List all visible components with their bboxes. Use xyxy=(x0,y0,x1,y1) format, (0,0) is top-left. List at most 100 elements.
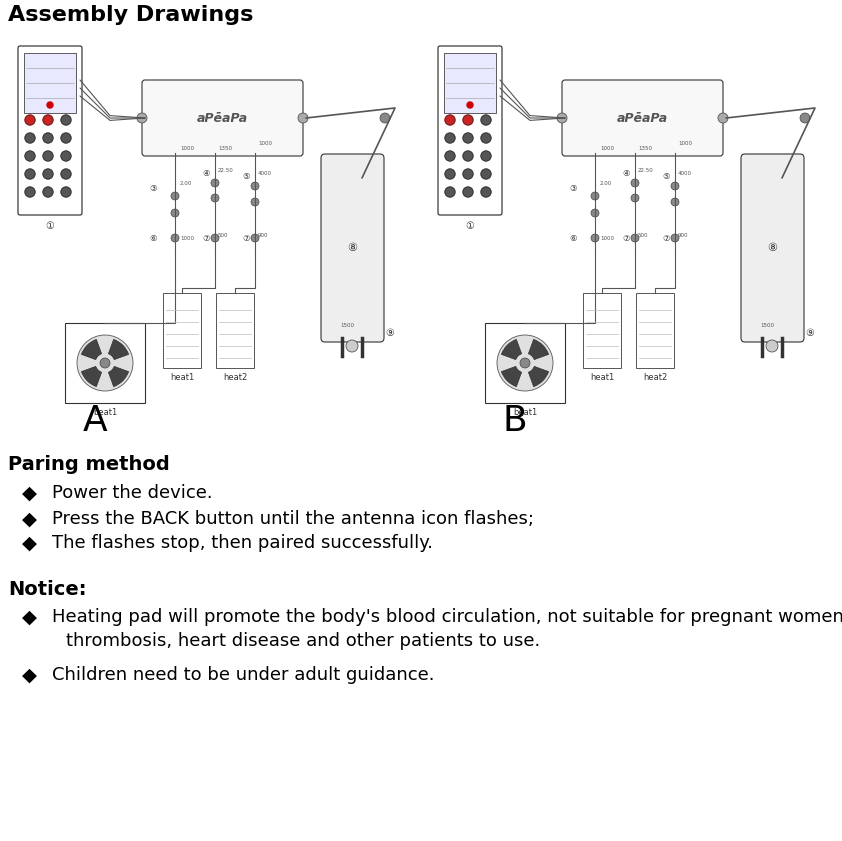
Text: heat2: heat2 xyxy=(643,373,667,382)
Wedge shape xyxy=(501,367,522,387)
Circle shape xyxy=(61,151,71,161)
Text: ◆: ◆ xyxy=(22,608,37,627)
Text: ◆: ◆ xyxy=(22,510,37,529)
Text: 1000: 1000 xyxy=(258,140,272,145)
Circle shape xyxy=(445,133,455,143)
Circle shape xyxy=(445,151,455,161)
Circle shape xyxy=(467,102,473,108)
Circle shape xyxy=(25,133,35,143)
Circle shape xyxy=(591,234,599,242)
Text: 2.00: 2.00 xyxy=(600,181,612,186)
Bar xyxy=(65,323,145,403)
Circle shape xyxy=(463,133,473,143)
Text: thrombosis, heart disease and other patients to use.: thrombosis, heart disease and other pati… xyxy=(66,632,541,650)
Circle shape xyxy=(445,169,455,179)
Circle shape xyxy=(631,234,639,242)
Circle shape xyxy=(43,151,53,161)
Circle shape xyxy=(631,179,639,187)
Text: 22.50: 22.50 xyxy=(638,167,653,172)
Text: 1350: 1350 xyxy=(638,145,652,151)
Text: Children need to be under adult guidance.: Children need to be under adult guidance… xyxy=(52,666,434,684)
Circle shape xyxy=(43,133,53,143)
Circle shape xyxy=(61,133,71,143)
Circle shape xyxy=(497,335,553,391)
Text: ◆: ◆ xyxy=(22,666,37,685)
Circle shape xyxy=(211,234,219,242)
Text: beat1: beat1 xyxy=(93,408,117,417)
Circle shape xyxy=(591,209,599,217)
Text: Notice:: Notice: xyxy=(8,580,87,599)
Circle shape xyxy=(61,187,71,197)
Circle shape xyxy=(380,113,390,123)
Circle shape xyxy=(520,358,530,368)
Circle shape xyxy=(718,113,728,123)
Circle shape xyxy=(463,151,473,161)
Text: Press the BACK button until the antenna icon flashes;: Press the BACK button until the antenna … xyxy=(52,510,534,528)
FancyBboxPatch shape xyxy=(142,80,303,156)
Circle shape xyxy=(481,133,491,143)
FancyBboxPatch shape xyxy=(321,154,384,342)
Circle shape xyxy=(25,151,35,161)
Text: 1000: 1000 xyxy=(678,140,692,145)
Circle shape xyxy=(171,209,179,217)
Wedge shape xyxy=(528,339,549,360)
Wedge shape xyxy=(82,339,102,360)
Circle shape xyxy=(77,335,133,391)
Text: Paring method: Paring method xyxy=(8,455,170,474)
Text: ①: ① xyxy=(45,221,55,231)
Circle shape xyxy=(43,115,53,125)
Wedge shape xyxy=(501,339,522,360)
Text: 1000: 1000 xyxy=(600,145,614,151)
Circle shape xyxy=(481,169,491,179)
Circle shape xyxy=(211,194,219,202)
Text: ◆: ◆ xyxy=(22,534,37,553)
FancyBboxPatch shape xyxy=(438,46,502,215)
Text: ①: ① xyxy=(466,221,474,231)
Text: ⑧: ⑧ xyxy=(767,243,777,253)
Text: ③: ③ xyxy=(569,183,577,193)
Circle shape xyxy=(251,182,259,190)
Circle shape xyxy=(481,151,491,161)
Text: ⑤: ⑤ xyxy=(663,172,670,181)
Circle shape xyxy=(211,179,219,187)
Text: ⑥: ⑥ xyxy=(569,234,577,242)
Circle shape xyxy=(251,198,259,206)
Text: 2.00: 2.00 xyxy=(180,181,192,186)
Text: aPēaPa: aPēaPa xyxy=(616,112,668,124)
Circle shape xyxy=(766,340,778,352)
Circle shape xyxy=(25,169,35,179)
Circle shape xyxy=(481,115,491,125)
Text: B: B xyxy=(503,404,527,438)
Bar xyxy=(216,293,254,368)
Text: 1000: 1000 xyxy=(180,235,194,241)
Text: 1500: 1500 xyxy=(340,323,354,328)
Text: ⑦: ⑦ xyxy=(622,234,630,242)
Circle shape xyxy=(61,169,71,179)
Text: Power the device.: Power the device. xyxy=(52,484,213,502)
Circle shape xyxy=(137,113,147,123)
Text: aPēaPa: aPēaPa xyxy=(196,112,248,124)
Bar xyxy=(444,53,496,113)
Text: 1000: 1000 xyxy=(180,145,194,151)
Text: 900: 900 xyxy=(258,232,269,237)
Text: 4000: 4000 xyxy=(678,171,692,176)
Text: 1350: 1350 xyxy=(218,145,232,151)
FancyBboxPatch shape xyxy=(741,154,804,342)
Text: 4000: 4000 xyxy=(258,171,272,176)
Circle shape xyxy=(591,192,599,200)
Circle shape xyxy=(171,192,179,200)
Text: ⑦: ⑦ xyxy=(242,234,250,242)
Text: 1500: 1500 xyxy=(760,323,774,328)
Wedge shape xyxy=(109,367,129,387)
Text: heat1: heat1 xyxy=(170,373,195,382)
Circle shape xyxy=(43,169,53,179)
Text: ◆: ◆ xyxy=(22,484,37,503)
Circle shape xyxy=(47,102,53,108)
Circle shape xyxy=(557,113,567,123)
Wedge shape xyxy=(109,339,129,360)
Circle shape xyxy=(25,187,35,197)
Wedge shape xyxy=(528,367,549,387)
Text: 1000: 1000 xyxy=(600,235,614,241)
Bar xyxy=(636,293,674,368)
Text: heat1: heat1 xyxy=(590,373,614,382)
